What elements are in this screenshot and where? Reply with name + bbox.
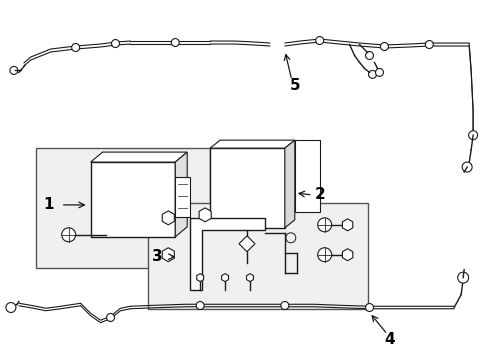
Bar xyxy=(175,177,190,217)
Circle shape xyxy=(241,156,252,168)
Bar xyxy=(90,162,175,237)
Circle shape xyxy=(301,171,311,181)
Bar xyxy=(148,203,367,310)
Circle shape xyxy=(111,40,119,48)
Circle shape xyxy=(317,248,331,262)
Circle shape xyxy=(263,200,274,212)
Circle shape xyxy=(315,37,323,45)
Circle shape xyxy=(461,162,471,172)
Circle shape xyxy=(375,68,383,76)
Polygon shape xyxy=(239,236,254,252)
Circle shape xyxy=(263,178,274,190)
Circle shape xyxy=(222,181,227,187)
Circle shape xyxy=(222,203,227,208)
Circle shape xyxy=(222,159,227,165)
Circle shape xyxy=(244,181,249,187)
Polygon shape xyxy=(246,274,253,282)
Polygon shape xyxy=(221,274,228,282)
Circle shape xyxy=(241,178,252,190)
Polygon shape xyxy=(199,208,211,222)
Circle shape xyxy=(365,51,373,59)
Circle shape xyxy=(265,181,271,187)
Bar xyxy=(210,148,285,228)
Polygon shape xyxy=(210,140,294,148)
Bar xyxy=(294,140,319,212)
Circle shape xyxy=(263,156,274,168)
Circle shape xyxy=(6,302,16,312)
Circle shape xyxy=(219,156,230,168)
Polygon shape xyxy=(342,219,352,231)
Polygon shape xyxy=(162,211,174,225)
Circle shape xyxy=(171,39,179,46)
Circle shape xyxy=(265,159,271,165)
Circle shape xyxy=(219,200,230,212)
Polygon shape xyxy=(162,248,174,262)
Text: 3: 3 xyxy=(152,249,163,264)
Circle shape xyxy=(10,67,18,75)
Circle shape xyxy=(61,228,76,242)
Circle shape xyxy=(219,178,230,190)
Circle shape xyxy=(106,314,114,321)
Text: 5: 5 xyxy=(289,78,300,93)
Polygon shape xyxy=(190,218,264,289)
Text: 2: 2 xyxy=(314,188,325,202)
Text: 4: 4 xyxy=(384,332,394,347)
Circle shape xyxy=(425,41,432,49)
Polygon shape xyxy=(342,249,352,261)
Bar xyxy=(36,148,210,268)
Circle shape xyxy=(244,159,249,165)
Text: 1: 1 xyxy=(43,197,54,212)
Circle shape xyxy=(368,71,376,78)
Circle shape xyxy=(296,166,316,186)
Circle shape xyxy=(380,42,387,50)
Circle shape xyxy=(317,218,331,232)
Circle shape xyxy=(280,302,288,310)
Circle shape xyxy=(265,203,271,208)
Circle shape xyxy=(468,131,477,140)
Polygon shape xyxy=(196,274,203,282)
Polygon shape xyxy=(175,152,187,237)
Circle shape xyxy=(244,203,249,208)
Circle shape xyxy=(196,302,203,310)
Polygon shape xyxy=(285,140,294,228)
Circle shape xyxy=(241,200,252,212)
Circle shape xyxy=(457,272,468,283)
Polygon shape xyxy=(90,152,187,162)
Circle shape xyxy=(365,303,373,311)
Circle shape xyxy=(72,44,80,51)
